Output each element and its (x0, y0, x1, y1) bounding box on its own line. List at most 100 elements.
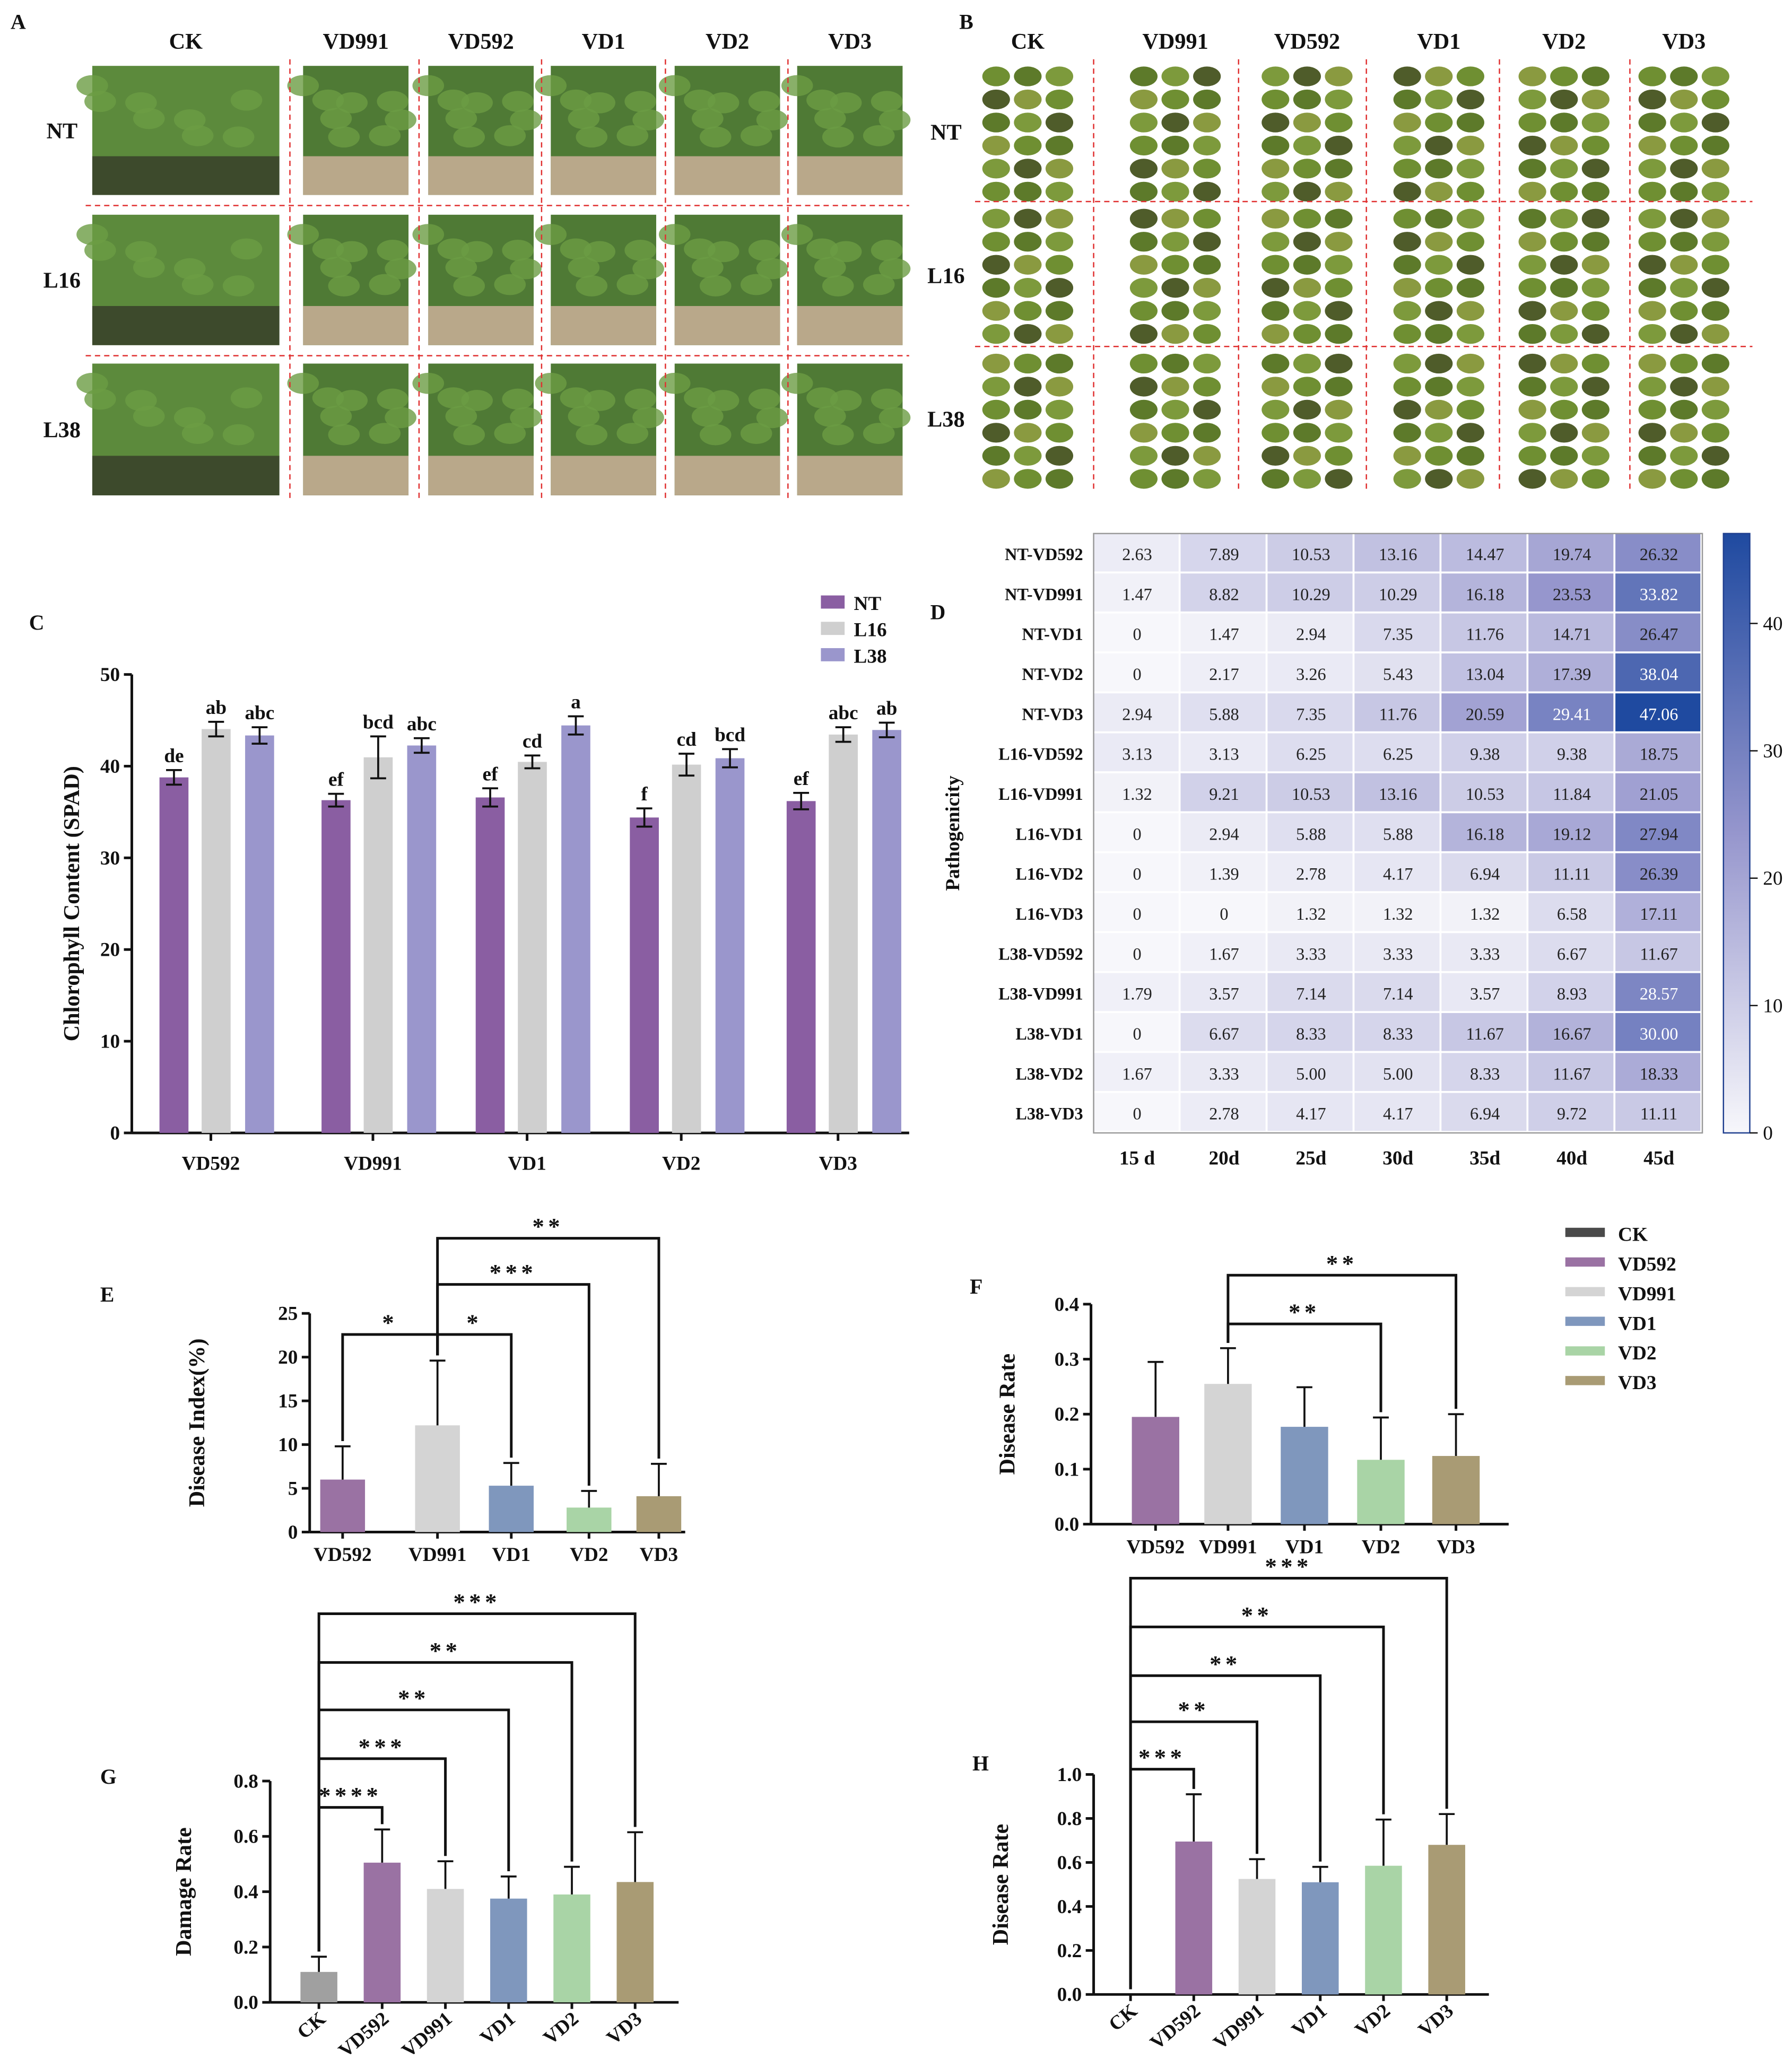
bar-vd3 (1432, 1456, 1480, 1524)
leaf-disc (1161, 301, 1189, 321)
photo-soil (428, 306, 534, 345)
significance-letter: abc (829, 702, 858, 724)
y-tick-label: 0.2 (233, 1936, 258, 1958)
photo-soil (428, 156, 534, 195)
x-tick-label: VD592 (335, 2008, 393, 2059)
heatmap-column-label: 45d (1643, 1148, 1674, 1170)
leaf-disc (1193, 301, 1221, 321)
x-tick-label: VD592 (182, 1153, 240, 1175)
heatmap-cell (1615, 1093, 1701, 1131)
leaf-disc (1393, 469, 1421, 489)
heatmap-cell-value: 6.94 (1470, 865, 1500, 884)
y-axis-label: Disease Index(%) (185, 1338, 210, 1507)
leaf-disc (1701, 301, 1729, 321)
leaf-disc (1456, 377, 1484, 397)
photo-soil (797, 456, 903, 495)
plant-photo (287, 214, 416, 345)
leaf-blob (173, 258, 206, 280)
legend-label: VD1 (1618, 1313, 1656, 1334)
leaf-disc (1262, 112, 1290, 133)
heatmap-cell (1441, 573, 1527, 612)
leaf-disc (1638, 399, 1666, 420)
significance-bracket (436, 1237, 660, 1459)
leaf-blob (576, 126, 608, 148)
heatmap-cell (1093, 1093, 1179, 1131)
leaf-disc (1425, 89, 1453, 110)
heatmap-cell-value: 2.94 (1209, 824, 1239, 843)
heatmap-cell-value: 9.21 (1209, 784, 1239, 804)
panel-label-a: A (11, 11, 26, 34)
heatmap-cell (1267, 1013, 1353, 1051)
heatmap-cell-value: 7.89 (1209, 545, 1239, 564)
leaf-blob (133, 108, 165, 129)
leaf-blob (502, 240, 534, 261)
leaf-blob (385, 258, 416, 280)
x-tick-label: VD2 (570, 1544, 608, 1566)
leaf-disc (1701, 255, 1729, 275)
y-tick-label: 50 (100, 664, 120, 686)
x-tick-label: VD2 (1362, 1536, 1400, 1558)
leaf-disc (1129, 399, 1158, 420)
x-tick-label: VD991 (1210, 2000, 1268, 2054)
leaf-disc (1161, 469, 1189, 489)
heatmap-cell (1180, 1053, 1266, 1091)
photo-a-row-label: L16 (44, 268, 81, 293)
leaf-blob (748, 240, 780, 261)
heatmap-cell-value: 13.04 (1466, 665, 1504, 684)
heatmap-column-label: 15 d (1119, 1148, 1155, 1170)
y-tick-label: 25 (278, 1303, 298, 1325)
leaf-disc (1045, 469, 1074, 489)
leaf-blob (328, 275, 360, 296)
leaf-disc (1045, 324, 1074, 344)
photo-b-column-label: CK (1011, 29, 1045, 54)
panel-label-h: H (972, 1752, 989, 1775)
leaf-disc (1193, 159, 1221, 179)
photo-soil (428, 456, 534, 495)
leaf-disc (1701, 353, 1729, 374)
leaf-disc (1325, 66, 1353, 86)
leaf-disc (1161, 159, 1189, 179)
leaf-disc (1518, 232, 1546, 252)
leaf-disc (1425, 399, 1453, 420)
heatmap-cell (1180, 773, 1266, 812)
heatmap-cell (1615, 933, 1701, 971)
y-tick-label: 40 (100, 756, 120, 778)
heatmap-cell (1615, 693, 1701, 731)
heatmap-cell-value: 16.18 (1466, 584, 1504, 604)
leaf-blob (748, 91, 780, 112)
leaf-disc (1262, 353, 1290, 374)
leaf-blob (377, 388, 409, 410)
heatmap-cell (1441, 653, 1527, 692)
heatmap-cell-value: 11.67 (1466, 1024, 1504, 1043)
leaf-disc (1701, 278, 1729, 298)
leaf-blob (699, 275, 732, 296)
leaf-disc (1293, 66, 1321, 86)
significance-stars: * (466, 1310, 482, 1336)
plant-photo (535, 363, 664, 495)
heatmap-cell-value: 26.47 (1640, 625, 1678, 644)
leaf-disc (1293, 399, 1321, 420)
leaf-blob (584, 390, 615, 411)
leaf-disc (1129, 469, 1158, 489)
leaf-disc (1638, 112, 1666, 133)
leaf-blob (412, 224, 445, 245)
x-tick-label: VD1 (476, 2008, 520, 2049)
heatmap-cell-value: 0 (1133, 1024, 1141, 1043)
leaf-disc (1262, 66, 1290, 86)
leaf-disc (982, 66, 1010, 86)
leaf-disc (1550, 232, 1578, 252)
leaf-disc (1550, 399, 1578, 420)
leaf-disc (982, 324, 1010, 344)
leaf-disc (1518, 66, 1546, 86)
heatmap-cell (1267, 773, 1353, 812)
heatmap-cell (1441, 533, 1527, 572)
heatmap-cell-value: 11.84 (1553, 784, 1590, 804)
y-tick-label: 0 (110, 1122, 120, 1144)
heatmap-cell (1354, 653, 1440, 692)
leaf-disc (1045, 159, 1074, 179)
leaf-blob (632, 258, 664, 280)
heatmap-cell (1354, 773, 1440, 812)
leaf-disc (1581, 399, 1610, 420)
leaf-disc (1456, 423, 1484, 443)
heatmap-cell-value: 1.32 (1296, 904, 1326, 923)
